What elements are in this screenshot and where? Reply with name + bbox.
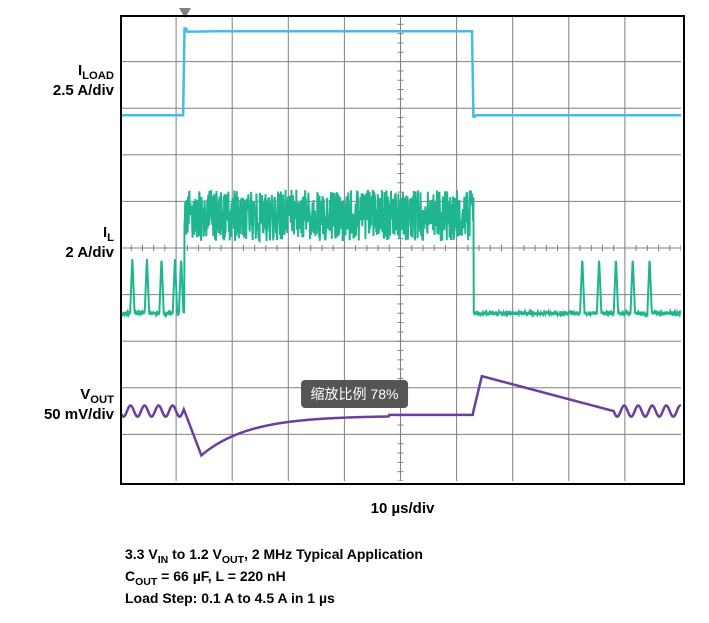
trace3-subscript: OUT — [90, 394, 114, 406]
trace2-subscript: L — [107, 232, 114, 244]
trace1-label: ILOAD 2.5 A/div — [53, 62, 114, 99]
x-axis-text: 10 µs/div — [371, 500, 435, 517]
caption-line-2: COUT = 66 µF, L = 220 nH — [125, 567, 423, 589]
caption-line-1: 3.3 VIN to 1.2 VOUT, 2 MHz Typical Appli… — [125, 545, 423, 567]
figure-container: ILOAD 2.5 A/div IL 2 A/div VOUT 50 mV/di… — [0, 0, 709, 623]
caption-2a: C — [125, 568, 135, 584]
trace3-label: VOUT 50 mV/div — [44, 386, 114, 423]
trace3-scale: 50 mV/div — [44, 406, 114, 423]
trace1-subscript: LOAD — [82, 70, 114, 82]
zoom-overlay-text: 缩放比例 78% — [311, 386, 399, 402]
x-axis-label: 10 µs/div — [120, 500, 685, 517]
trace1-scale: 2.5 A/div — [53, 82, 114, 99]
caption-2b: = 66 µF, L = 220 nH — [157, 568, 285, 584]
trace2-scale: 2 A/div — [65, 244, 114, 261]
trace2-label: IL 2 A/div — [65, 224, 114, 261]
figure-caption: 3.3 VIN to 1.2 VOUT, 2 MHz Typical Appli… — [125, 545, 423, 608]
caption-1c: , 2 MHz Typical Application — [244, 546, 423, 562]
scope-border — [120, 15, 685, 485]
caption-1b: to 1.2 V — [168, 546, 222, 562]
caption-1b-sub: OUT — [222, 554, 244, 566]
zoom-overlay: 缩放比例 78% — [301, 380, 409, 408]
trace3-symbol: V — [80, 386, 90, 403]
scope-plot — [120, 15, 685, 485]
caption-1a: 3.3 V — [125, 546, 158, 562]
caption-1a-sub: IN — [158, 554, 169, 566]
caption-line-3: Load Step: 0.1 A to 4.5 A in 1 µs — [125, 589, 423, 608]
caption-2a-sub: OUT — [135, 576, 157, 588]
